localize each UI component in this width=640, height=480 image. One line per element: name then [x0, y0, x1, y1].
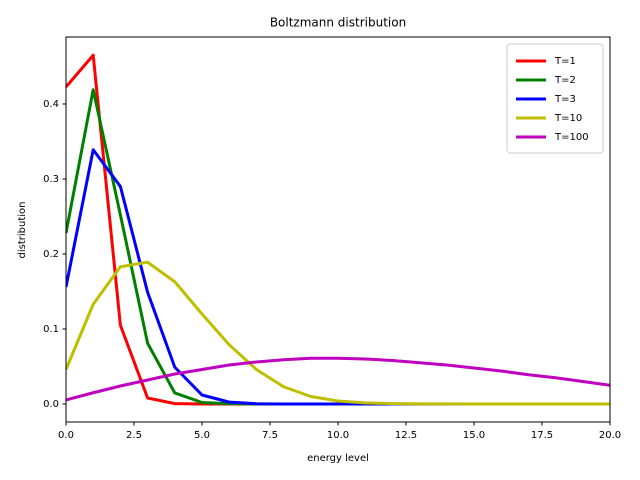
data-line — [66, 260, 610, 406]
y-tick-label: 0.1 — [43, 324, 59, 335]
x-tick-label: 7.5 — [262, 430, 278, 441]
x-tick-label: 20.0 — [599, 430, 621, 441]
legend-label: T=1 — [554, 56, 576, 67]
legend-box — [506, 43, 604, 154]
x-axis-label: energy level — [307, 453, 369, 464]
x-tick-label: 15.0 — [463, 430, 485, 441]
x-tick-label: 5.0 — [194, 430, 210, 441]
y-tick-label: 0.2 — [43, 249, 59, 260]
legend-label: T=10 — [554, 113, 582, 124]
x-tick-label: 17.5 — [531, 430, 553, 441]
x-tick-label: 10.0 — [327, 430, 349, 441]
legend-label: T=2 — [554, 75, 576, 86]
legend-label: T=3 — [554, 94, 576, 105]
y-tick-label: 0.0 — [43, 399, 59, 410]
y-tick-label: 0.4 — [43, 99, 59, 110]
legend-label: T=100 — [554, 132, 589, 143]
y-tick-label: 0.3 — [43, 174, 59, 185]
x-tick-label: 2.5 — [126, 430, 142, 441]
y-axis-label: distribution — [17, 202, 28, 259]
x-tick-label: 12.5 — [395, 430, 417, 441]
data-line — [66, 356, 610, 402]
chart-title: Boltzmann distribution — [270, 16, 406, 30]
x-tick-label: 0.0 — [58, 430, 74, 441]
